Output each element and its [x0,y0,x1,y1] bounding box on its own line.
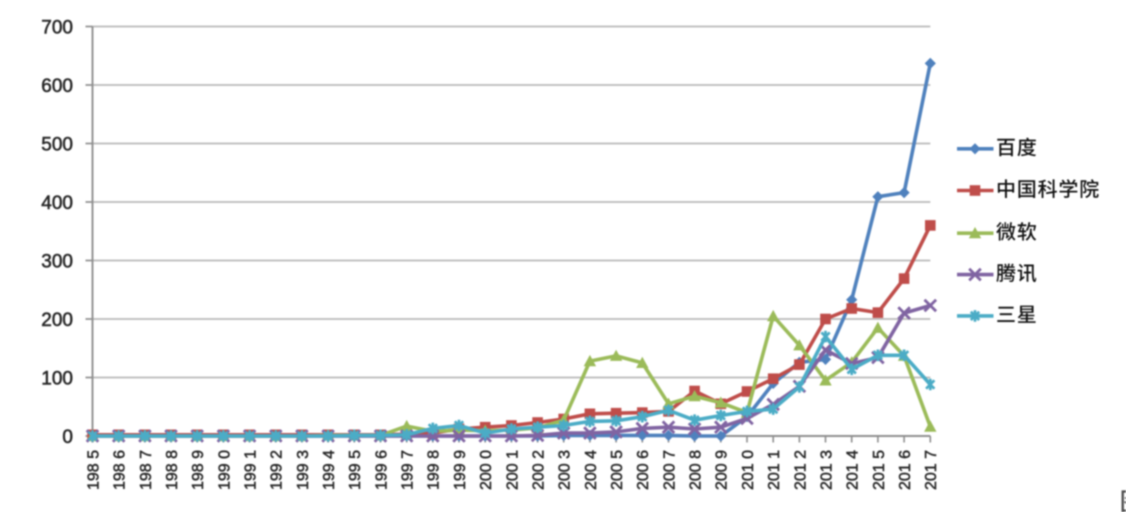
svg-text:201 7: 201 7 [923,450,940,490]
svg-text:201 6: 201 6 [897,450,914,490]
svg-text:199 4: 199 4 [321,450,338,490]
svg-text:199 9: 199 9 [452,450,469,490]
svg-text:201 4: 201 4 [845,450,862,490]
svg-text:200 8: 200 8 [688,450,705,490]
svg-text:200 5: 200 5 [609,450,626,490]
svg-text:200 4: 200 4 [583,450,600,490]
svg-text:201 5: 201 5 [871,450,888,490]
svg-text:200: 200 [41,310,73,331]
svg-text:199 1: 199 1 [243,450,260,490]
svg-text:199 6: 199 6 [373,450,390,490]
svg-text:201 3: 201 3 [818,450,835,490]
svg-text:200 2: 200 2 [531,450,548,490]
svg-text:0: 0 [62,427,73,448]
svg-text:400: 400 [41,193,73,214]
svg-text:200 0: 200 0 [478,450,495,490]
svg-text:199 3: 199 3 [295,450,312,490]
svg-text:198 7: 198 7 [138,450,155,490]
svg-text:198 6: 198 6 [112,450,129,490]
svg-text:199 2: 199 2 [269,450,286,490]
svg-text:198 8: 198 8 [164,450,181,490]
svg-text:200 1: 200 1 [504,450,521,490]
svg-text:199 5: 199 5 [347,450,364,490]
svg-text:201 0: 201 0 [740,450,757,490]
svg-text:500: 500 [41,134,73,155]
svg-text:199 0: 199 0 [216,450,233,490]
svg-text:201 2: 201 2 [792,450,809,490]
svg-text:201 1: 201 1 [766,450,783,490]
svg-text:200 3: 200 3 [557,450,574,490]
svg-text:200 9: 200 9 [714,450,731,490]
svg-text:600: 600 [41,76,73,97]
svg-text:200 6: 200 6 [635,450,652,490]
svg-text:300: 300 [41,251,73,272]
svg-text:199 7: 199 7 [400,450,417,490]
svg-text:198 9: 198 9 [190,450,207,490]
svg-text:100: 100 [41,368,73,389]
svg-text:700: 700 [41,17,73,38]
svg-text:199 8: 199 8 [426,450,443,490]
svg-text:200 7: 200 7 [661,450,678,490]
svg-text:198 5: 198 5 [85,450,102,490]
